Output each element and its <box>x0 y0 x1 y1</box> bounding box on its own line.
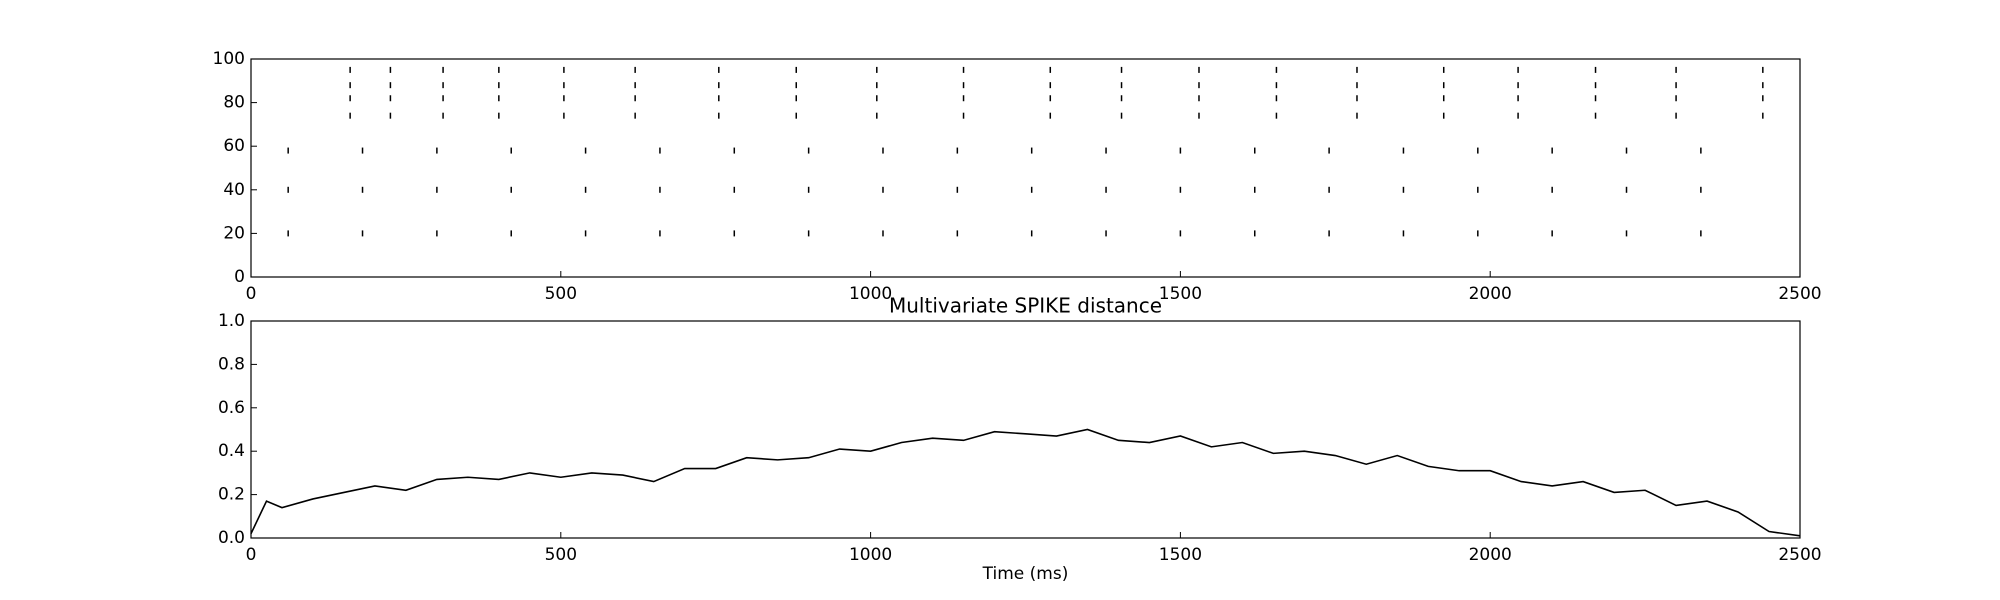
x-tick-label: 2000 <box>1469 284 1512 304</box>
y-tick-label: 0.6 <box>218 398 245 418</box>
y-tick-label: 0.0 <box>218 528 245 548</box>
x-tick-label: 1000 <box>849 284 892 304</box>
y-tick-label: 40 <box>223 180 245 200</box>
x-tick-label: 0 <box>246 545 257 565</box>
y-tick-label: 0.8 <box>218 354 245 374</box>
y-tick-label: 0 <box>234 267 245 287</box>
y-tick-label: 100 <box>213 49 245 69</box>
x-tick-label: 2500 <box>1778 284 1821 304</box>
chart-title: Multivariate SPIKE distance <box>889 294 1162 318</box>
y-tick-label: 1.0 <box>218 311 245 331</box>
distance-line <box>250 428 1801 537</box>
y-tick-label: 80 <box>223 93 245 113</box>
y-tick-label: 20 <box>223 223 245 243</box>
x-tick-label: 1000 <box>849 545 892 565</box>
x-axis-label: Time (ms) <box>982 564 1069 584</box>
x-tick-label: 1500 <box>1159 545 1202 565</box>
axes-frame <box>250 58 1801 278</box>
x-tick-label: 500 <box>545 284 577 304</box>
x-tick-label: 0 <box>246 284 257 304</box>
y-tick-label: 0.4 <box>218 441 245 461</box>
x-tick-label: 2500 <box>1778 545 1821 565</box>
y-tick-label: 60 <box>223 136 245 156</box>
x-tick-label: 1500 <box>1159 284 1202 304</box>
axes-frame <box>250 320 1801 539</box>
x-tick-label: 500 <box>545 545 577 565</box>
x-tick-label: 2000 <box>1469 545 1512 565</box>
y-tick-label: 0.2 <box>218 485 245 505</box>
